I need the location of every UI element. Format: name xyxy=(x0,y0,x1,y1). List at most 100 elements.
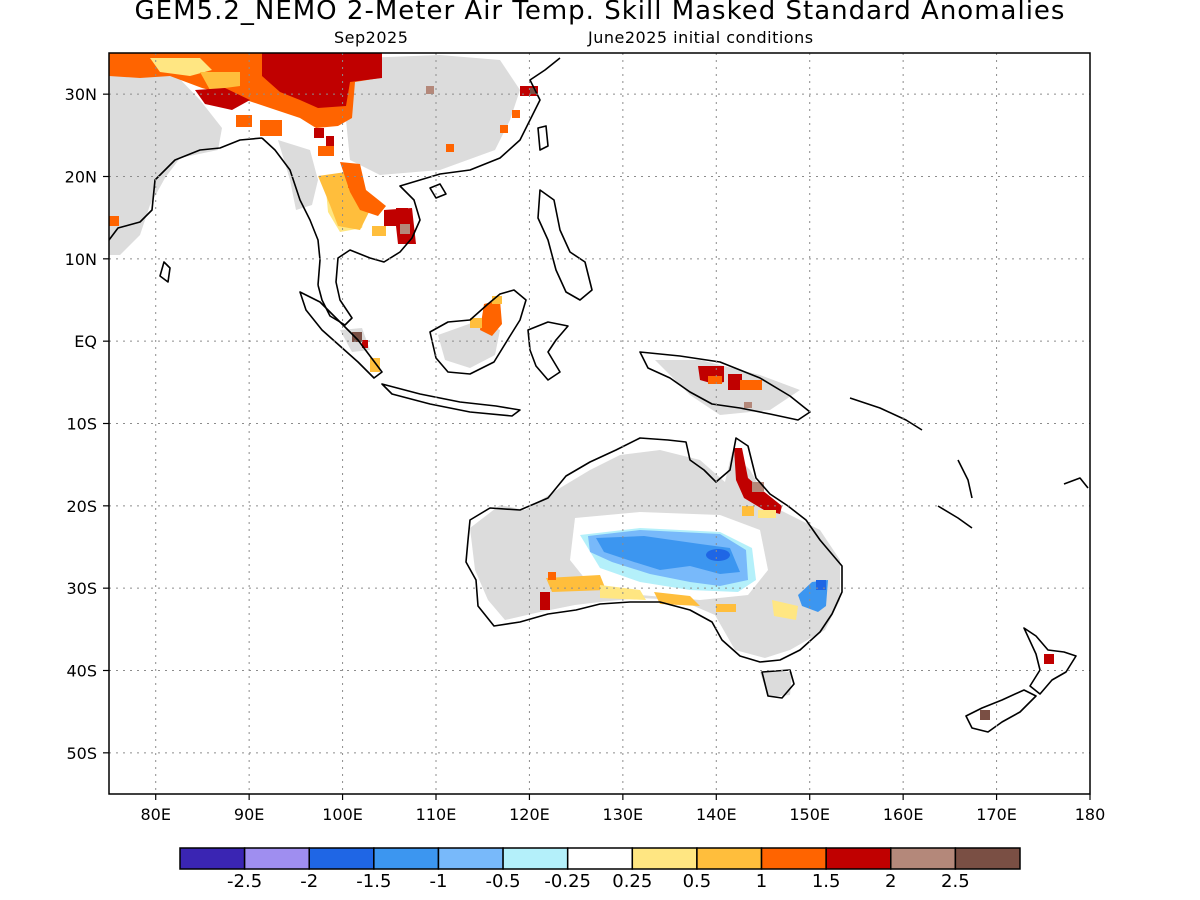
tick-label-lat: 50S xyxy=(66,744,97,763)
colorbar-box xyxy=(437,847,504,870)
anomaly-cell xyxy=(109,216,119,226)
tick-label-lon: 180 xyxy=(1075,805,1106,824)
colorbar-box xyxy=(631,847,698,870)
coast-malay-peninsula xyxy=(317,57,561,326)
anomaly-borneo-orange xyxy=(480,300,502,336)
anomaly-sa-lightorange xyxy=(546,575,606,592)
coast-philippines xyxy=(537,189,593,301)
anomaly-cell xyxy=(348,178,360,188)
anomaly-indochina-orange xyxy=(340,162,386,216)
anomaly-cell xyxy=(396,208,408,216)
colorbar-box xyxy=(566,847,634,870)
axis-ticks: 80E 90E 100E 110E 120E 130E 140E 150E 160E 170E 18… xyxy=(65,85,1106,824)
coast-taiwan xyxy=(537,125,549,151)
anomaly-cell xyxy=(758,510,776,518)
colorbar-label: 1.5 xyxy=(811,871,841,892)
anomaly-cell xyxy=(352,332,362,342)
map-content xyxy=(109,53,1090,794)
anomaly-cell xyxy=(318,146,334,156)
coast-fiji xyxy=(1063,477,1089,489)
mask-india xyxy=(109,70,222,255)
colorbar-box xyxy=(243,847,310,870)
anomaly-cell xyxy=(426,86,434,94)
anomaly-cell xyxy=(326,136,334,146)
colorbar-box xyxy=(760,847,827,870)
anomaly-cell xyxy=(492,296,502,304)
colorbar-label: -1.5 xyxy=(356,871,392,892)
anomaly-cell xyxy=(548,572,556,580)
colorbar-box xyxy=(954,847,1021,870)
anomaly-cell xyxy=(512,110,520,118)
tick-label-lat: 40S xyxy=(66,662,97,681)
tick-label-lon: 160E xyxy=(883,805,924,824)
mask-china xyxy=(345,55,520,175)
colorbar-label: -2 xyxy=(300,871,319,892)
mask-newguinea xyxy=(655,360,800,415)
anomaly-indochina-lightorange xyxy=(318,172,370,230)
colorbar-label: 2 xyxy=(885,871,897,892)
colorbar-label: 0.25 xyxy=(612,871,653,892)
chart-title: GEM5.2_NEMO 2-Meter Air Temp. Skill Mask… xyxy=(134,0,1066,26)
tick-label-lon: 80E xyxy=(140,805,170,824)
coast-nz-south xyxy=(965,689,1037,733)
anomalies-australia xyxy=(540,448,828,620)
anomaly-cell xyxy=(742,506,754,516)
anomaly-cell xyxy=(446,144,454,152)
tick-label-lat: 30S xyxy=(66,579,97,598)
coast-australia xyxy=(465,437,843,663)
tick-label-lat: 20S xyxy=(66,497,97,516)
tick-label-lon: 110E xyxy=(416,805,457,824)
anomaly-interior-darkblue xyxy=(706,549,730,561)
coast-borneo xyxy=(429,289,527,375)
tick-label-lon: 130E xyxy=(603,805,644,824)
anomaly-cell xyxy=(708,376,722,384)
colorbar-box xyxy=(890,847,957,870)
tick-label-lat: 20N xyxy=(65,168,97,187)
gridlines xyxy=(109,53,1090,794)
anomalies-indochina xyxy=(318,162,416,244)
anomaly-cell xyxy=(530,88,536,94)
colorbar-label: 2.5 xyxy=(941,871,970,892)
colorbar-label: 1 xyxy=(755,871,768,892)
anomaly-cell xyxy=(1044,654,1054,664)
colorbar-label: -0.5 xyxy=(485,871,521,892)
colorbar-box xyxy=(502,847,569,870)
coast-newguinea xyxy=(639,351,811,421)
anomaly-cell xyxy=(500,125,508,133)
anomaly-cell xyxy=(716,604,736,612)
colorbar-box xyxy=(825,847,892,870)
coast-sulawesi xyxy=(527,321,569,381)
colorbar-label: 0.5 xyxy=(682,871,712,892)
colorbar-label: -1 xyxy=(429,871,448,892)
anomaly-vic-yellow xyxy=(772,600,798,620)
anomaly-tibet-lightorange xyxy=(200,72,240,90)
anomaly-cell xyxy=(314,128,324,138)
tick-label-lat: 10S xyxy=(66,415,97,434)
anomaly-tibet-yellow xyxy=(150,58,212,76)
tick-label-lon: 170E xyxy=(976,805,1017,824)
anomaly-cell xyxy=(980,710,990,720)
anomaly-queensland-red xyxy=(734,448,782,514)
coast-solomons xyxy=(849,397,923,431)
tick-label-lon: 90E xyxy=(234,805,264,824)
anomaly-cell xyxy=(236,115,252,127)
coast-java xyxy=(381,383,521,417)
anomaly-cell xyxy=(740,380,762,390)
mask-myanmar xyxy=(278,140,318,210)
anomaly-cell xyxy=(470,318,482,328)
anomaly-cell xyxy=(520,86,538,96)
colorbar-label: -0.25 xyxy=(544,871,591,892)
tick-label-lon: 140E xyxy=(696,805,737,824)
coast-vanuatu xyxy=(957,459,973,499)
colorbar-box xyxy=(179,847,246,870)
anomaly-cell xyxy=(816,580,826,590)
anomaly-cell xyxy=(728,374,742,390)
coast-nz-north xyxy=(1023,627,1077,695)
tick-label-lon: 120E xyxy=(509,805,550,824)
colorbar-box xyxy=(696,847,763,870)
tick-label-lat: EQ xyxy=(74,332,97,351)
anomalies-maritime xyxy=(352,296,762,408)
colorbar-label: -2.5 xyxy=(227,871,263,892)
tick-label-lon: 150E xyxy=(789,805,830,824)
